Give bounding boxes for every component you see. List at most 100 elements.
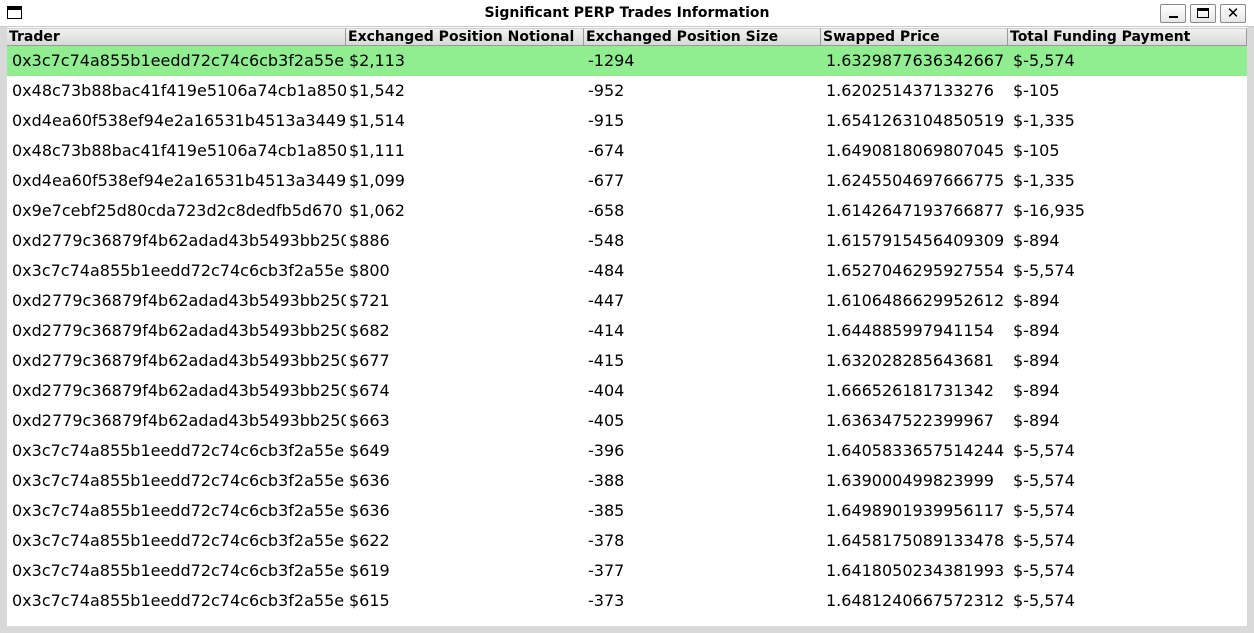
funding-cell: $-5,574 — [1013, 51, 1075, 70]
size-cell: -377 — [588, 561, 625, 580]
notional-cell: $619 — [349, 561, 390, 580]
minimize-icon — [1169, 16, 1178, 18]
notional-cell: $1,099 — [349, 171, 405, 190]
trader-cell: 0xd2779c36879f4b62adad43b5493bb250 — [12, 231, 346, 250]
close-button[interactable]: ✕ — [1220, 4, 1246, 23]
table-row[interactable]: 0xd4ea60f538ef94e2a16531b4513a3449 $1,099… — [7, 166, 1247, 196]
table-row[interactable]: 0x3c7c74a855b1eedd72c74c6cb3f2a55e $649 -3… — [7, 436, 1247, 466]
trader-cell: 0x9e7cebf25d80cda723d2c8dedfb5d670 — [12, 201, 343, 220]
column-header-swapped-price[interactable]: Swapped Price — [821, 28, 1008, 46]
trader-cell: 0x3c7c74a855b1eedd72c74c6cb3f2a55e — [12, 501, 345, 520]
table-row[interactable]: 0xd2779c36879f4b62adad43b5493bb250 $721 -4… — [7, 286, 1247, 316]
trader-cell: 0x3c7c74a855b1eedd72c74c6cb3f2a55e — [12, 591, 345, 610]
funding-cell: $-5,574 — [1013, 531, 1075, 550]
table-row[interactable]: 0xd2779c36879f4b62adad43b5493bb250 $663 -4… — [7, 406, 1247, 436]
funding-cell: $-5,574 — [1013, 561, 1075, 580]
table-row[interactable]: 0x3c7c74a855b1eedd72c74c6cb3f2a55e $615 -3… — [7, 586, 1247, 616]
funding-cell: $-16,935 — [1013, 201, 1085, 220]
trader-cell: 0xd2779c36879f4b62adad43b5493bb250 — [12, 351, 346, 370]
table-row[interactable]: 0x48c73b88bac41f419e5106a74cb1a850 $1,542… — [7, 76, 1247, 106]
table-body: 0x3c7c74a855b1eedd72c74c6cb3f2a55e $2,113… — [7, 46, 1247, 616]
funding-cell: $-5,574 — [1013, 261, 1075, 280]
table-row[interactable]: 0xd2779c36879f4b62adad43b5493bb250 $674 -4… — [7, 376, 1247, 406]
table-row-selected[interactable]: 0x3c7c74a855b1eedd72c74c6cb3f2a55e $2,113… — [7, 46, 1247, 76]
notional-cell: $636 — [349, 501, 390, 520]
size-cell: -405 — [588, 411, 625, 430]
table-row[interactable]: 0xd4ea60f538ef94e2a16531b4513a3449 $1,514… — [7, 106, 1247, 136]
price-cell: 1.6498901939956117 — [826, 501, 1005, 520]
table-row[interactable]: 0x3c7c74a855b1eedd72c74c6cb3f2a55e $622 -3… — [7, 526, 1247, 556]
notional-cell: $674 — [349, 381, 390, 400]
funding-cell: $-105 — [1013, 81, 1060, 100]
notional-cell: $800 — [349, 261, 390, 280]
funding-cell: $-5,574 — [1013, 591, 1075, 610]
size-cell: -1294 — [588, 51, 635, 70]
price-cell: 1.6481240667572312 — [826, 591, 1005, 610]
funding-cell: $-894 — [1013, 351, 1060, 370]
table-row[interactable]: 0x3c7c74a855b1eedd72c74c6cb3f2a55e $636 -3… — [7, 466, 1247, 496]
price-cell: 1.636347522399967 — [826, 411, 994, 430]
trades-table: Trader Exchanged Position Notional Excha… — [7, 27, 1247, 626]
size-cell: -952 — [588, 81, 625, 100]
price-cell: 1.6527046295927554 — [826, 261, 1005, 280]
window-icon[interactable] — [7, 6, 22, 19]
size-cell: -385 — [588, 501, 625, 520]
funding-cell: $-894 — [1013, 411, 1060, 430]
trader-cell: 0xd2779c36879f4b62adad43b5493bb250 — [12, 291, 346, 310]
column-header-trader[interactable]: Trader — [7, 28, 346, 46]
vertical-scrollbar[interactable] — [1247, 27, 1254, 633]
trader-cell: 0x3c7c74a855b1eedd72c74c6cb3f2a55e — [12, 261, 345, 280]
column-header-exchanged-position-notional[interactable]: Exchanged Position Notional — [346, 28, 584, 46]
table-row[interactable]: 0xd2779c36879f4b62adad43b5493bb250 $677 -4… — [7, 346, 1247, 376]
minimize-button[interactable] — [1160, 4, 1186, 23]
notional-cell: $649 — [349, 441, 390, 460]
column-header-total-funding-payment[interactable]: Total Funding Payment — [1008, 28, 1247, 46]
notional-cell: $663 — [349, 411, 390, 430]
trader-cell: 0x48c73b88bac41f419e5106a74cb1a850 — [12, 81, 346, 100]
price-cell: 1.6490818069807045 — [826, 141, 1005, 160]
funding-cell: $-5,574 — [1013, 501, 1075, 520]
maximize-icon — [1197, 8, 1209, 18]
trader-cell: 0xd2779c36879f4b62adad43b5493bb250 — [12, 321, 346, 340]
table-row[interactable]: 0x48c73b88bac41f419e5106a74cb1a850 $1,111… — [7, 136, 1247, 166]
trader-cell: 0xd2779c36879f4b62adad43b5493bb250 — [12, 381, 346, 400]
horizontal-scrollbar[interactable] — [0, 626, 1254, 633]
funding-cell: $-894 — [1013, 381, 1060, 400]
size-cell: -915 — [588, 111, 625, 130]
trader-cell: 0x3c7c74a855b1eedd72c74c6cb3f2a55e — [12, 561, 345, 580]
title-bar[interactable]: Significant PERP Trades Information ✕ — [0, 0, 1254, 27]
size-cell: -674 — [588, 141, 625, 160]
notional-cell: $636 — [349, 471, 390, 490]
notional-cell: $677 — [349, 351, 390, 370]
size-cell: -415 — [588, 351, 625, 370]
size-cell: -414 — [588, 321, 625, 340]
table-row[interactable]: 0xd2779c36879f4b62adad43b5493bb250 $886 -5… — [7, 226, 1247, 256]
table-row[interactable]: 0x9e7cebf25d80cda723d2c8dedfb5d670 $1,062… — [7, 196, 1247, 226]
trader-cell: 0x48c73b88bac41f419e5106a74cb1a850 — [12, 141, 346, 160]
trader-cell: 0x3c7c74a855b1eedd72c74c6cb3f2a55e — [12, 51, 345, 70]
price-cell: 1.6106486629952612 — [826, 291, 1005, 310]
trader-cell: 0xd2779c36879f4b62adad43b5493bb250 — [12, 411, 346, 430]
window-title: Significant PERP Trades Information — [484, 5, 770, 21]
table-row[interactable]: 0x3c7c74a855b1eedd72c74c6cb3f2a55e $636 -3… — [7, 496, 1247, 526]
table-row[interactable]: 0x3c7c74a855b1eedd72c74c6cb3f2a55e $800 -4… — [7, 256, 1247, 286]
funding-cell: $-1,335 — [1013, 111, 1075, 130]
notional-cell: $2,113 — [349, 51, 405, 70]
price-cell: 1.6157915456409309 — [826, 231, 1005, 250]
trader-cell: 0x3c7c74a855b1eedd72c74c6cb3f2a55e — [12, 531, 345, 550]
table-header: Trader Exchanged Position Notional Excha… — [7, 28, 1247, 46]
size-cell: -378 — [588, 531, 625, 550]
table-row[interactable]: 0xd2779c36879f4b62adad43b5493bb250 $682 -4… — [7, 316, 1247, 346]
funding-cell: $-894 — [1013, 231, 1060, 250]
size-cell: -658 — [588, 201, 625, 220]
maximize-button[interactable] — [1190, 4, 1216, 23]
table-row[interactable]: 0x3c7c74a855b1eedd72c74c6cb3f2a55e $619 -3… — [7, 556, 1247, 586]
size-cell: -388 — [588, 471, 625, 490]
notional-cell: $1,542 — [349, 81, 405, 100]
close-icon: ✕ — [1226, 4, 1240, 22]
funding-cell: $-1,335 — [1013, 171, 1075, 190]
funding-cell: $-894 — [1013, 321, 1060, 340]
column-header-exchanged-position-size[interactable]: Exchanged Position Size — [584, 28, 821, 46]
price-cell: 1.6458175089133478 — [826, 531, 1005, 550]
